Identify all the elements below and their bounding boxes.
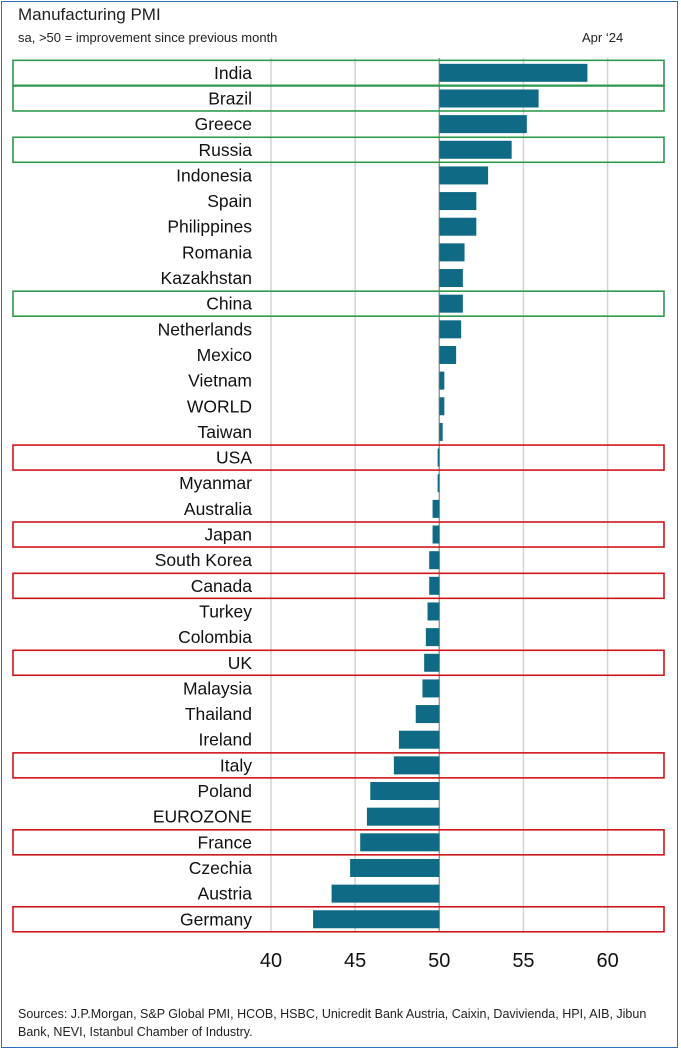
x-tick-label: 45 (344, 950, 366, 972)
category-label: Czechia (189, 858, 252, 878)
chart-subtitle: sa, >50 = improvement since previous mon… (18, 30, 278, 45)
source-note: Sources: J.P.Morgan, S&P Global PMI, HCO… (18, 1007, 647, 1039)
category-label: Greece (195, 114, 252, 134)
category-label: Thailand (185, 704, 252, 724)
bar-brazil (439, 89, 539, 108)
highlight-box-china (12, 290, 665, 317)
bar-south-korea (429, 551, 440, 570)
category-label: Canada (191, 576, 253, 596)
bar-russia (439, 140, 512, 159)
bar-austria (331, 884, 440, 903)
bar-myanmar (437, 474, 440, 493)
category-label: Japan (204, 525, 252, 545)
category-label: Germany (180, 909, 252, 929)
category-label: Philippines (167, 217, 252, 237)
category-label: France (198, 832, 252, 852)
chart-title: Manufacturing PMI (18, 5, 161, 24)
bar-eurozone (366, 807, 440, 826)
bar-turkey (427, 602, 440, 621)
bar-uk (424, 653, 440, 672)
bar-romania (439, 243, 465, 262)
category-label: Colombia (178, 627, 252, 647)
pmi-bar-chart: India Brazil Greece Russia Indonesia Spain Phi… (12, 58, 665, 972)
bar-usa (437, 448, 440, 467)
category-label: Romania (182, 242, 252, 262)
category-label: Australia (184, 499, 252, 519)
highlight-box-brazil (12, 85, 665, 112)
bar-indonesia (439, 166, 489, 185)
category-label: Poland (198, 781, 253, 801)
bar-thailand (415, 705, 440, 724)
category-label: Myanmar (179, 473, 252, 493)
category-label: WORLD (187, 396, 252, 416)
category-label: Kazakhstan (161, 268, 252, 288)
category-label: USA (216, 448, 252, 468)
bar-greece (439, 115, 527, 134)
highlight-box-canada (12, 572, 665, 600)
x-tick-label: 55 (512, 950, 534, 972)
bar-italy (393, 756, 440, 775)
x-tick-label: 50 (428, 950, 450, 972)
highlight-box-germany (12, 905, 665, 933)
bar-world (439, 397, 445, 416)
bar-ireland (398, 730, 440, 749)
bar-china (439, 294, 463, 313)
category-label: Italy (220, 755, 252, 775)
x-tick-label: 60 (596, 950, 618, 972)
category-label: Indonesia (176, 165, 252, 185)
category-label: Austria (198, 884, 253, 904)
category-label: China (206, 294, 252, 314)
category-label: EUROZONE (153, 807, 252, 827)
category-label: Netherlands (158, 319, 253, 339)
category-label: Russia (199, 140, 253, 160)
bar-spain (439, 192, 477, 211)
bar-netherlands (439, 320, 462, 339)
bar-mexico (439, 345, 457, 364)
bar-taiwan (439, 422, 443, 441)
bar-malaysia (422, 679, 440, 698)
highlight-box-japan (12, 521, 665, 548)
category-label: Mexico (197, 345, 252, 365)
highlight-box-uk (12, 649, 665, 677)
category-label: Turkey (199, 601, 252, 621)
x-tick-label: 40 (260, 950, 282, 972)
highlight-box-france (12, 829, 665, 856)
bar-philippines (439, 217, 477, 236)
category-label: Malaysia (183, 678, 252, 698)
bar-kazakhstan (439, 269, 463, 288)
bar-india (439, 63, 588, 82)
category-label: Vietnam (188, 371, 252, 391)
date-label: Apr ‘24 (582, 30, 624, 45)
bar-vietnam (439, 371, 445, 390)
category-label: South Korea (155, 550, 253, 570)
highlight-box-italy (12, 752, 665, 779)
bar-canada (429, 576, 440, 595)
bar-japan (432, 525, 440, 544)
bar-australia (432, 499, 440, 518)
category-label: Spain (207, 191, 252, 211)
bar-germany (313, 910, 440, 929)
bar-czechia (350, 858, 440, 877)
highlight-box-usa (12, 444, 665, 471)
category-label: Taiwan (198, 422, 252, 442)
category-label: UK (228, 653, 253, 673)
bar-france (360, 833, 440, 852)
category-label: Ireland (198, 730, 252, 750)
category-label: Brazil (208, 88, 252, 108)
bar-poland (370, 782, 440, 801)
category-label: India (214, 63, 252, 83)
bar-colombia (425, 628, 440, 647)
highlight-box-russia (12, 136, 665, 164)
